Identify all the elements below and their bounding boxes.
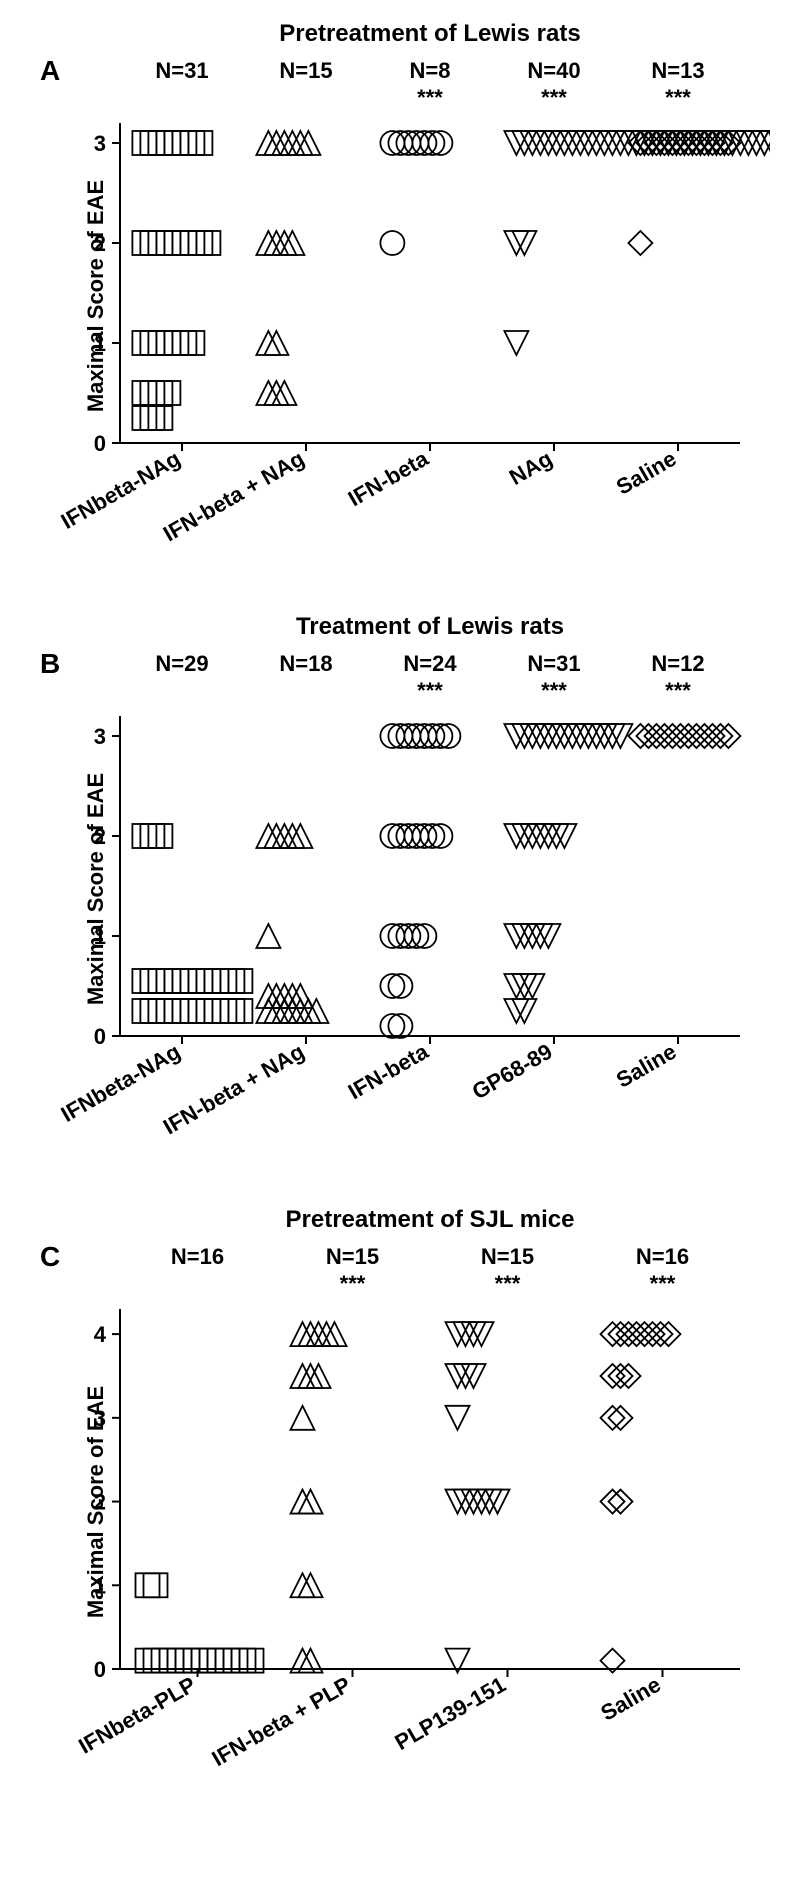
plot-area: Maximal Score of EAE 0123N=29IFNbeta-NAg… [20,646,788,1156]
n-label: N=31 [527,651,580,676]
x-label: IFN-beta [344,1038,433,1104]
sig-label: *** [541,678,567,703]
panel-title: Pretreatment of SJL mice [120,1206,740,1234]
sig-label: *** [650,1271,676,1296]
sig-label: *** [541,85,567,110]
n-label: N=24 [403,651,457,676]
x-label: IFNbeta-PLP [74,1672,200,1759]
n-label: N=31 [155,58,208,83]
sig-label: *** [495,1271,521,1296]
n-label: N=16 [636,1244,689,1269]
x-label: IFN-beta + NAg [159,1039,309,1140]
n-label: N=8 [410,58,451,83]
plot-area: Maximal Score of EAE 0123N=31IFNbeta-NAg… [20,53,788,563]
panel-title: Pretreatment of Lewis rats [120,20,740,48]
n-label: N=15 [326,1244,379,1269]
svg-text:0: 0 [94,431,106,456]
svg-text:3: 3 [94,131,106,156]
y-axis-label: Maximal Score of EAE [83,1386,109,1618]
panel-C: Pretreatment of SJL mice C Maximal Score… [20,1206,788,1789]
x-label: Saline [596,1672,665,1726]
n-label: N=15 [279,58,332,83]
x-label: Saline [612,1039,681,1093]
sig-label: *** [340,1271,366,1296]
sig-label: *** [665,85,691,110]
x-label: IFN-beta + NAg [159,446,309,547]
n-label: N=13 [651,58,704,83]
n-label: N=16 [171,1244,224,1269]
x-label: IFN-beta [344,445,433,511]
x-label: NAg [505,446,557,490]
sig-label: *** [417,678,443,703]
n-label: N=15 [481,1244,534,1269]
svg-text:0: 0 [94,1024,106,1049]
panel-A: Pretreatment of Lewis rats A Maximal Sco… [20,20,788,563]
panel-B: Treatment of Lewis rats B Maximal Score … [20,613,788,1156]
plot-area: Maximal Score of EAE 01234N=16IFNbeta-PL… [20,1239,788,1789]
panel-B-svg: 0123N=29IFNbeta-NAgN=18IFN-beta + NAgN=2… [20,646,770,1156]
svg-text:0: 0 [94,1657,106,1682]
panel-C-svg: 01234N=16IFNbeta-PLPN=15***IFN-beta + PL… [20,1239,770,1789]
y-axis-label: Maximal Score of EAE [83,180,109,412]
x-label: PLP139-151 [391,1672,510,1755]
panel-title: Treatment of Lewis rats [120,613,740,641]
n-label: N=29 [155,651,208,676]
svg-text:3: 3 [94,724,106,749]
sig-label: *** [417,85,443,110]
figure-root: Pretreatment of Lewis rats A Maximal Sco… [20,20,788,1789]
svg-text:4: 4 [94,1322,107,1347]
x-label: IFN-beta + PLP [208,1672,355,1772]
y-axis-label: Maximal Score of EAE [83,773,109,1005]
x-label: GP68-89 [468,1039,557,1105]
n-label: N=40 [527,58,580,83]
panel-A-svg: 0123N=31IFNbeta-NAgN=15IFN-beta + NAgN=8… [20,53,770,563]
sig-label: *** [665,678,691,703]
n-label: N=12 [651,651,704,676]
x-label: Saline [612,446,681,500]
n-label: N=18 [279,651,332,676]
